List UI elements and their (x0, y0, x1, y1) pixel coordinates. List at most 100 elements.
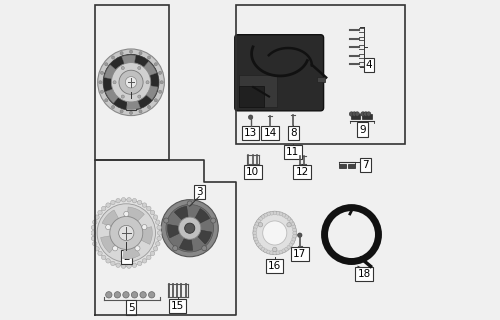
Circle shape (282, 213, 286, 217)
Wedge shape (180, 236, 193, 251)
Circle shape (98, 210, 102, 215)
Circle shape (289, 243, 293, 247)
Wedge shape (194, 209, 210, 224)
Bar (238, 86, 264, 107)
Wedge shape (106, 89, 119, 103)
Circle shape (256, 219, 260, 223)
Circle shape (154, 215, 158, 219)
Circle shape (126, 76, 137, 88)
Circle shape (178, 217, 201, 239)
Circle shape (135, 246, 140, 251)
Circle shape (261, 247, 265, 251)
Circle shape (266, 212, 270, 216)
Wedge shape (102, 210, 118, 227)
Wedge shape (104, 65, 117, 79)
Circle shape (258, 222, 262, 227)
Bar (351, 114, 360, 119)
Circle shape (130, 50, 132, 53)
Wedge shape (196, 230, 212, 244)
Circle shape (156, 220, 160, 224)
Circle shape (273, 211, 276, 215)
Text: 12: 12 (296, 167, 308, 177)
Circle shape (154, 99, 158, 102)
Circle shape (287, 245, 291, 249)
Circle shape (98, 49, 164, 116)
Bar (316, 77, 325, 82)
Circle shape (139, 52, 142, 55)
Circle shape (364, 112, 368, 116)
Bar (238, 75, 277, 107)
Circle shape (113, 81, 116, 84)
Circle shape (95, 215, 99, 219)
Circle shape (156, 242, 160, 246)
Circle shape (254, 225, 258, 229)
Circle shape (202, 246, 207, 251)
Text: 18: 18 (358, 269, 371, 279)
Circle shape (292, 228, 296, 232)
Circle shape (106, 225, 110, 230)
Circle shape (103, 54, 159, 110)
Circle shape (91, 231, 95, 235)
Circle shape (154, 63, 158, 66)
Circle shape (279, 212, 283, 216)
Text: 2: 2 (123, 252, 130, 262)
Circle shape (253, 228, 257, 232)
Circle shape (292, 234, 296, 238)
Circle shape (146, 255, 151, 260)
Bar (348, 164, 354, 168)
Circle shape (138, 67, 141, 69)
Circle shape (253, 231, 256, 235)
Circle shape (148, 106, 150, 108)
Circle shape (104, 63, 108, 66)
Circle shape (258, 217, 262, 221)
Circle shape (161, 200, 218, 257)
Circle shape (138, 95, 141, 98)
Circle shape (253, 212, 296, 254)
Circle shape (293, 231, 296, 235)
Circle shape (148, 292, 155, 298)
Text: 16: 16 (268, 261, 281, 271)
Circle shape (253, 234, 257, 238)
Wedge shape (143, 61, 156, 76)
Bar (362, 114, 372, 119)
Circle shape (164, 218, 168, 223)
Circle shape (258, 245, 262, 249)
Circle shape (97, 204, 156, 262)
Circle shape (284, 247, 288, 251)
Circle shape (255, 240, 259, 244)
Circle shape (118, 225, 134, 241)
Text: 10: 10 (246, 167, 260, 177)
Circle shape (266, 250, 270, 254)
Text: 14: 14 (264, 128, 276, 138)
Circle shape (172, 246, 178, 251)
Circle shape (256, 243, 260, 247)
Circle shape (100, 90, 103, 93)
Circle shape (146, 81, 149, 84)
Circle shape (273, 251, 276, 255)
Circle shape (298, 233, 302, 237)
Circle shape (110, 261, 115, 266)
Text: 3: 3 (196, 187, 202, 197)
Circle shape (154, 247, 158, 251)
Circle shape (290, 222, 294, 226)
Circle shape (102, 206, 106, 211)
Text: 17: 17 (293, 249, 306, 259)
Circle shape (284, 215, 288, 219)
Wedge shape (141, 227, 152, 244)
Circle shape (132, 292, 138, 298)
Circle shape (116, 263, 120, 268)
Circle shape (287, 217, 291, 221)
Circle shape (92, 220, 97, 224)
Circle shape (92, 242, 97, 246)
Circle shape (142, 203, 146, 207)
Circle shape (272, 247, 277, 252)
Bar (339, 164, 346, 168)
Circle shape (116, 198, 120, 203)
Circle shape (264, 213, 268, 217)
Circle shape (106, 292, 112, 298)
Circle shape (110, 200, 115, 205)
Circle shape (255, 222, 259, 226)
Circle shape (360, 112, 365, 116)
Circle shape (91, 236, 96, 241)
Circle shape (112, 106, 114, 108)
